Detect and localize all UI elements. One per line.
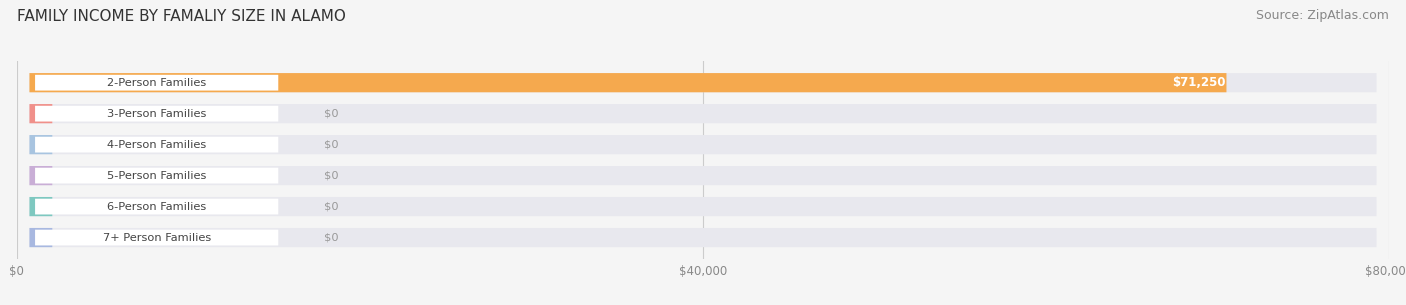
FancyBboxPatch shape <box>30 104 1376 123</box>
FancyBboxPatch shape <box>35 168 278 184</box>
FancyBboxPatch shape <box>30 166 1376 185</box>
FancyBboxPatch shape <box>30 228 1376 247</box>
Text: $71,250: $71,250 <box>1171 76 1225 89</box>
FancyBboxPatch shape <box>30 73 1226 92</box>
FancyBboxPatch shape <box>35 137 278 152</box>
FancyBboxPatch shape <box>30 135 52 154</box>
Text: $0: $0 <box>323 109 339 119</box>
FancyBboxPatch shape <box>35 75 278 91</box>
Text: FAMILY INCOME BY FAMALIY SIZE IN ALAMO: FAMILY INCOME BY FAMALIY SIZE IN ALAMO <box>17 9 346 24</box>
FancyBboxPatch shape <box>30 197 52 216</box>
Text: $0: $0 <box>323 233 339 242</box>
FancyBboxPatch shape <box>35 199 278 214</box>
Text: 5-Person Families: 5-Person Families <box>107 170 207 181</box>
FancyBboxPatch shape <box>30 228 52 247</box>
FancyBboxPatch shape <box>30 135 1376 154</box>
Text: $0: $0 <box>323 170 339 181</box>
Text: $0: $0 <box>323 202 339 212</box>
Text: 2-Person Families: 2-Person Families <box>107 78 207 88</box>
Text: Source: ZipAtlas.com: Source: ZipAtlas.com <box>1256 9 1389 22</box>
Text: $0: $0 <box>323 140 339 150</box>
FancyBboxPatch shape <box>30 166 52 185</box>
FancyBboxPatch shape <box>35 230 278 246</box>
FancyBboxPatch shape <box>30 104 52 123</box>
Text: 6-Person Families: 6-Person Families <box>107 202 207 212</box>
Text: 4-Person Families: 4-Person Families <box>107 140 207 150</box>
Text: 3-Person Families: 3-Person Families <box>107 109 207 119</box>
FancyBboxPatch shape <box>30 197 1376 216</box>
FancyBboxPatch shape <box>30 73 1376 92</box>
Text: 7+ Person Families: 7+ Person Families <box>103 233 211 242</box>
FancyBboxPatch shape <box>35 106 278 121</box>
